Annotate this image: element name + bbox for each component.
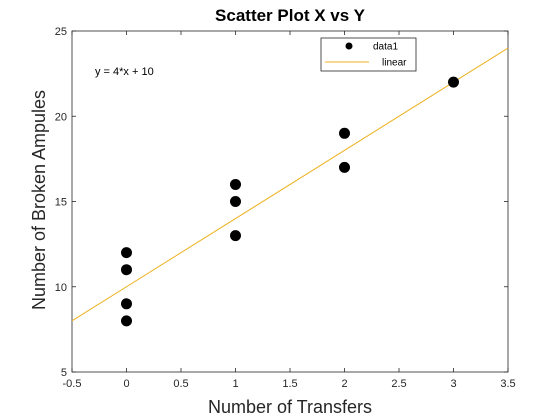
x-tick-label: 0 (123, 378, 129, 390)
data-point (230, 196, 241, 207)
y-axis: 5 10 15 20 25 (55, 26, 508, 379)
data-point (121, 247, 132, 259)
legend-box (320, 37, 417, 72)
x-tick-label: -0.5 (63, 378, 82, 390)
data-point (230, 230, 241, 242)
plot-frame (71, 30, 509, 373)
data-point (339, 127, 350, 139)
y-tick-label: 5 (61, 367, 67, 379)
x-tick-label: 1.5 (282, 378, 297, 390)
data-point (121, 315, 132, 327)
legend: data1 linear (320, 37, 417, 72)
fit-line-layer (71, 47, 509, 322)
data-point (448, 76, 459, 88)
data-point (121, 298, 132, 310)
x-tick-label: 3.5 (500, 378, 515, 390)
y-tick-label: 20 (55, 111, 67, 123)
data-point (121, 264, 132, 276)
x-tick-label: 0.5 (173, 378, 188, 390)
data-point (339, 161, 350, 173)
data-point (230, 178, 241, 190)
y-tick-label: 10 (55, 282, 67, 294)
fit-line-linear (71, 47, 509, 322)
legend-label-data1: data1 (373, 42, 398, 53)
x-tick-label: 2 (341, 378, 347, 390)
y-tick-label: 15 (55, 197, 67, 209)
x-axis: -0.5 0 0.5 1 1.5 2 2.5 3 3.5 (63, 31, 516, 390)
y-tick-label: 25 (55, 26, 67, 38)
x-tick-label: 1 (232, 378, 238, 390)
data-points-layer (121, 76, 459, 327)
y-axis-label: Number of Broken Ampules (29, 90, 49, 310)
legend-label-linear: linear (382, 58, 407, 69)
x-tick-label: 2.5 (391, 378, 406, 390)
chart-title: Scatter Plot X vs Y (215, 6, 366, 25)
legend-marker-data1 (345, 42, 353, 50)
equation-annotation: y = 4*x + 10 (95, 66, 154, 78)
x-tick-label: 3 (450, 378, 456, 390)
x-axis-label: Number of Transfers (208, 397, 372, 417)
